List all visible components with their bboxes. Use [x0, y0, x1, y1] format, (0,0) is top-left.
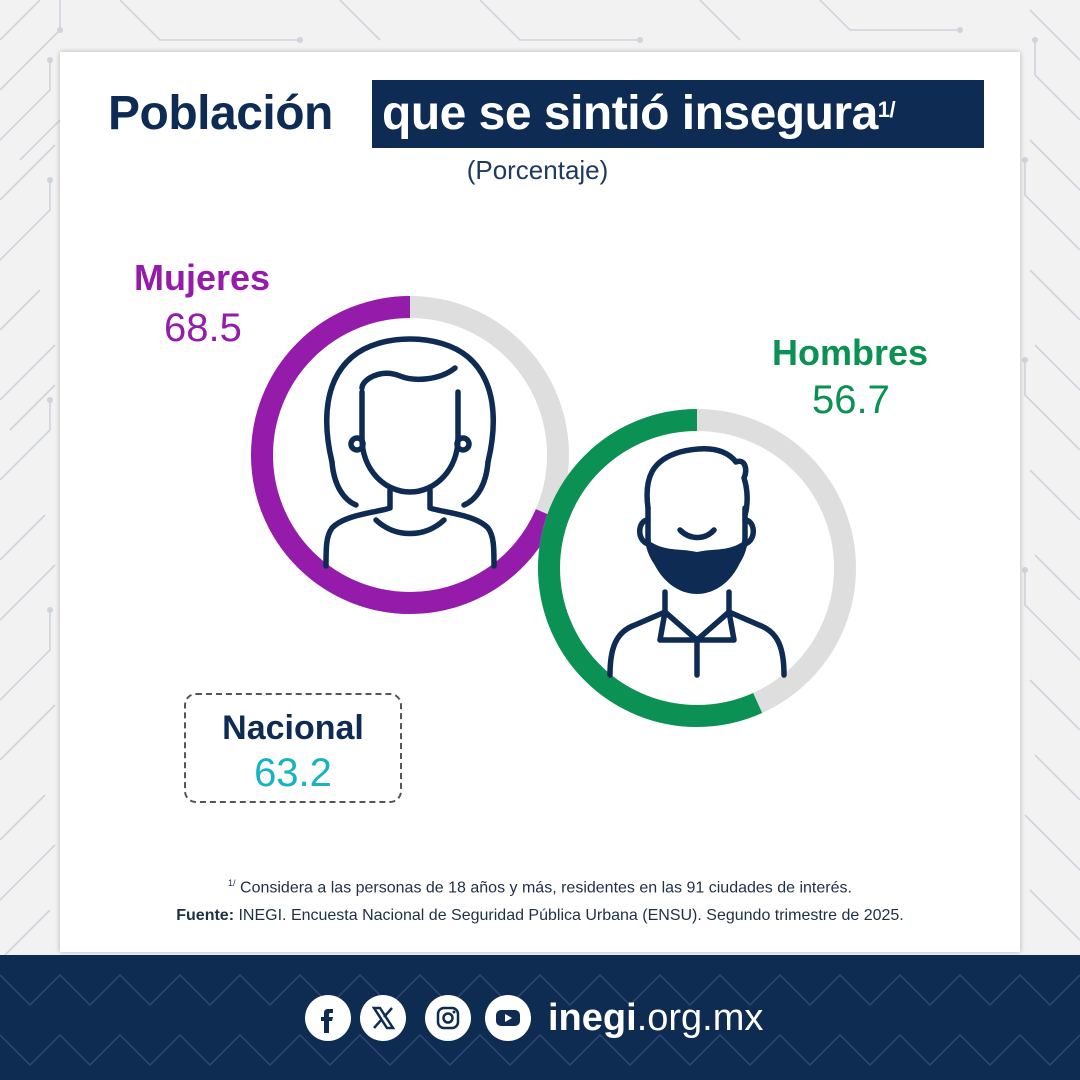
title-part-1: Población: [108, 87, 333, 140]
subtitle: (Porcentaje): [466, 155, 609, 185]
national-label: Nacional: [222, 709, 364, 747]
footnote-mark: 1/: [228, 878, 236, 888]
footer-pattern: [0, 973, 1080, 1067]
woman-icon: [323, 336, 497, 569]
website-link[interactable]: inegi.org.mx: [548, 995, 763, 1041]
women-value: 68.5: [164, 306, 242, 350]
women-label: Mujeres: [134, 257, 271, 298]
title-highlight-box: [372, 80, 984, 148]
women-ring-value: [251, 296, 569, 614]
men-label: Hombres: [772, 332, 929, 373]
beard-shape: [648, 540, 745, 594]
instagram-icon[interactable]: [425, 995, 471, 1041]
men-value: 56.7: [812, 378, 890, 422]
x-icon[interactable]: [360, 995, 406, 1041]
footer-bar: inegi.org.mx: [0, 955, 1080, 1080]
footnote-body: Considera a las personas de 18 años y má…: [240, 879, 852, 897]
source-label: Fuente:: [176, 907, 235, 924]
national-box: Nacional 63.2: [184, 693, 402, 803]
source-body: INEGI. Encuesta Nacional de Seguridad Pú…: [238, 907, 904, 924]
men-ring-value: [538, 409, 856, 727]
facebook-icon[interactable]: [305, 995, 351, 1041]
url-rest: .org.mx: [636, 997, 764, 1039]
source-text: Fuente: INEGI. Encuesta Nacional de Segu…: [0, 907, 1080, 925]
youtube-icon[interactable]: [485, 995, 531, 1041]
footnote-text: 1/ Considera a las personas de 18 años y…: [0, 878, 1080, 897]
url-bold: inegi: [548, 997, 637, 1039]
title-highlight-text: que se sintió insegura: [382, 87, 878, 140]
title-part-2: que se sintió insegura1/: [382, 84, 896, 144]
national-value: 63.2: [254, 751, 332, 795]
title-footnote-mark: 1/: [877, 97, 896, 122]
page-title: Población que se sintió insegura1/: [0, 80, 1080, 150]
